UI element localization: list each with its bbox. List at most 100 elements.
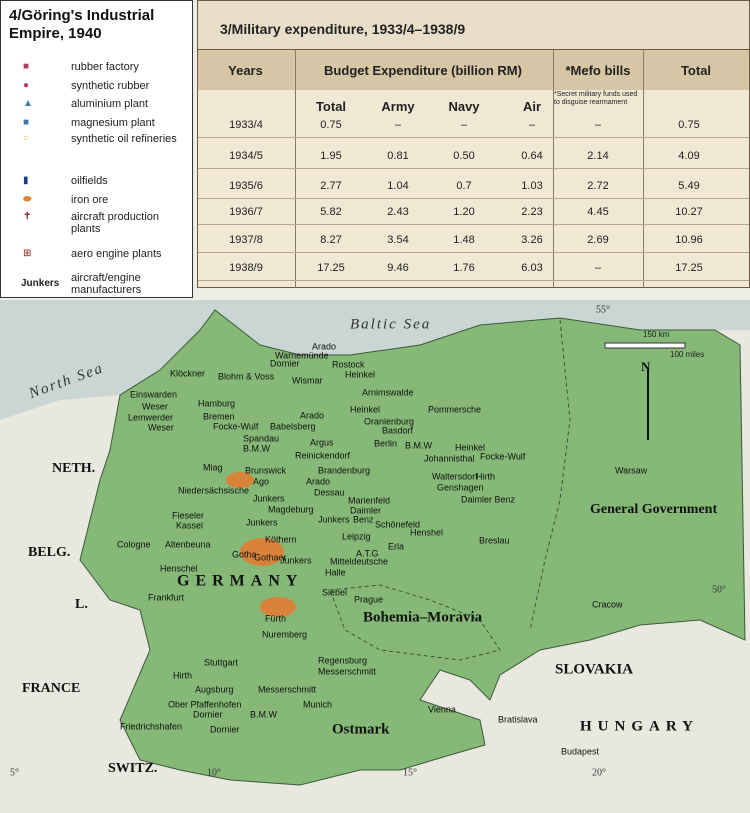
table-cell: 1.03 bbox=[521, 180, 543, 192]
place-label: Wismar bbox=[292, 375, 323, 385]
legend-label: rubber factory bbox=[71, 61, 139, 73]
header-row bbox=[198, 50, 749, 90]
place-label: Focke-Wulf bbox=[213, 421, 259, 431]
place-label: Argus bbox=[310, 437, 334, 447]
place-label: Heinkel bbox=[350, 404, 380, 414]
place-label: Spandau bbox=[243, 433, 279, 443]
col-rule bbox=[295, 50, 296, 288]
table-cell: 0.75 bbox=[320, 119, 342, 131]
legend-symbol: ● bbox=[23, 80, 30, 91]
row-year: 1935/6 bbox=[229, 180, 263, 192]
place-label: Messerschmitt bbox=[318, 666, 377, 676]
row-year: 1936/7 bbox=[229, 206, 263, 218]
table-cell: 4.09 bbox=[678, 150, 700, 162]
table-cell: 5.49 bbox=[678, 180, 700, 192]
place-label: Fieseler bbox=[172, 510, 204, 520]
place-label: Arado bbox=[306, 476, 330, 486]
region-label: GERMANY bbox=[177, 573, 303, 590]
row-year: 1937/8 bbox=[229, 234, 263, 246]
bohemia-border bbox=[329, 584, 501, 661]
table-cell: – bbox=[594, 262, 602, 274]
legend-symbol: ⬬ bbox=[23, 194, 32, 205]
scale-label: 150 km bbox=[643, 330, 670, 339]
place-label: Fürth bbox=[265, 613, 286, 623]
column-header: Budget Expenditure (billion RM) bbox=[324, 63, 522, 78]
table-cell: 4.45 bbox=[587, 206, 609, 218]
table-cell: 0.81 bbox=[387, 150, 409, 162]
place-label: Focke-Wulf bbox=[480, 451, 526, 461]
place-label: Hirth bbox=[476, 471, 495, 481]
place-label: Regensburg bbox=[318, 655, 367, 665]
place-label: Brunswick bbox=[245, 465, 287, 475]
place-label: Dessau bbox=[314, 487, 345, 497]
place-label: Siebel bbox=[322, 587, 347, 597]
place-label: Henshel bbox=[410, 527, 443, 537]
legend-symbol: ✝ bbox=[23, 211, 32, 222]
scale-bar bbox=[604, 342, 686, 349]
place-label: Blohm & Voss bbox=[218, 371, 275, 381]
coordinate-label: 5° bbox=[10, 767, 19, 778]
place-label: Erla bbox=[388, 541, 404, 551]
north-label: N bbox=[641, 359, 651, 374]
table-cell: 1.95 bbox=[320, 150, 342, 162]
table-cell: 2.43 bbox=[387, 206, 409, 218]
place-label: Ober Pfaffenhofen bbox=[168, 699, 241, 709]
place-label: Magdeburg bbox=[268, 504, 314, 514]
row-year: 1934/5 bbox=[229, 150, 263, 162]
gg-border bbox=[529, 319, 571, 631]
place-label: Augsburg bbox=[195, 684, 234, 694]
place-label: Johannisthal bbox=[424, 453, 475, 463]
place-label: Nuremberg bbox=[262, 629, 307, 639]
place-label: Daimler Benz bbox=[461, 494, 516, 504]
region-label: SLOVAKIA bbox=[555, 661, 633, 677]
table-cell: 0.75 bbox=[678, 119, 700, 131]
place-label: Prague bbox=[354, 594, 383, 604]
place-label: Lemwerder bbox=[128, 412, 173, 422]
column-header: Years bbox=[228, 63, 263, 78]
iron-ore bbox=[226, 472, 254, 488]
row-rule bbox=[198, 252, 749, 253]
table-cell: 1.20 bbox=[453, 206, 475, 218]
table-cell: 1.04 bbox=[387, 180, 409, 192]
region-label: NETH. bbox=[52, 461, 95, 476]
coordinate-label: 50° bbox=[712, 584, 726, 595]
place-label: Warsaw bbox=[615, 465, 648, 475]
place-label: Cracow bbox=[592, 599, 623, 609]
region-label: HUNGARY bbox=[580, 718, 699, 734]
place-label: Junkers bbox=[318, 514, 350, 524]
row-rule bbox=[198, 280, 749, 281]
legend-label: synthetic oil refineries bbox=[71, 133, 177, 145]
place-label: Weser bbox=[148, 422, 174, 432]
place-label: Junkers bbox=[280, 555, 312, 565]
place-label: Breslau bbox=[479, 535, 510, 545]
region-label: SWITZ. bbox=[108, 761, 157, 776]
sub-header: Army bbox=[381, 99, 415, 114]
place-label: Einswarden bbox=[130, 389, 177, 399]
place-label: A.T.G bbox=[356, 548, 379, 558]
table-cell: 17.25 bbox=[317, 262, 345, 274]
sea-label: Baltic Sea bbox=[350, 316, 431, 332]
place-label: Munich bbox=[303, 699, 332, 709]
table-cell: – bbox=[528, 119, 536, 131]
place-label: Rostock bbox=[332, 359, 365, 369]
place-label: Arado bbox=[312, 341, 336, 351]
place-label: Heinkel bbox=[455, 442, 485, 452]
table-cell: 17.25 bbox=[675, 262, 703, 274]
table-cell: 5.82 bbox=[320, 206, 342, 218]
legend-symbol: ⊞ bbox=[23, 248, 32, 259]
place-label: Frankfurt bbox=[148, 592, 185, 602]
table-cell: 1.76 bbox=[453, 262, 475, 274]
place-label: B.M.W bbox=[405, 440, 433, 450]
legend-label: magnesium plant bbox=[71, 117, 155, 129]
mefo-note: *Secret military funds used to disguise … bbox=[554, 91, 638, 106]
legend-symbol: ▲ bbox=[23, 98, 33, 109]
place-label: Leipzig bbox=[342, 531, 371, 541]
table-cell: 2.72 bbox=[587, 180, 609, 192]
legend-label: aircraft/engine manufacturers bbox=[71, 272, 142, 296]
table-cell: 10.96 bbox=[675, 234, 703, 246]
place-label: Pommersche bbox=[428, 404, 481, 414]
row-rule bbox=[198, 198, 749, 199]
place-label: Daimler bbox=[350, 505, 381, 515]
table-cell: 6.03 bbox=[521, 262, 543, 274]
place-label: Genshagen bbox=[437, 482, 484, 492]
